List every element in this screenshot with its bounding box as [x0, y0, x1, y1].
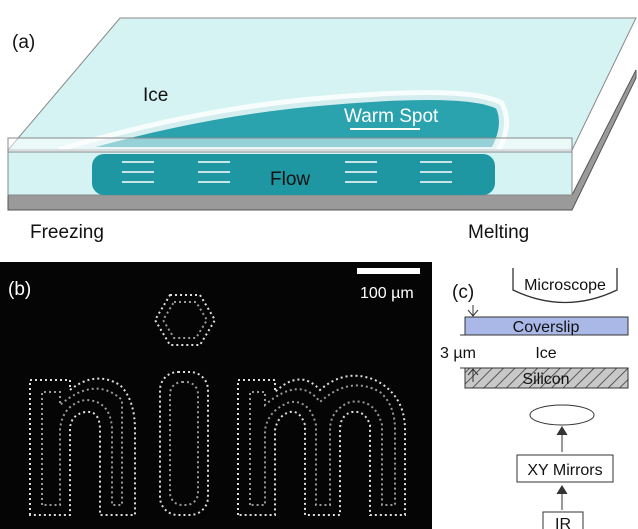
melting-label: Melting — [468, 222, 529, 243]
gap-label: 3 µm — [440, 345, 476, 362]
micrograph — [0, 262, 432, 529]
scale-bar-label: 100 µm — [360, 285, 414, 302]
panel-label: (b) — [8, 279, 31, 300]
flow-label: Flow — [270, 169, 310, 190]
panel-label: (a) — [12, 32, 35, 53]
warm-spot-label: Warm Spot — [344, 106, 439, 127]
lens — [530, 405, 594, 425]
glass-cover — [8, 138, 572, 152]
panel-c: (c) Microscope Coverslip 3 µm Ice Silico… — [440, 268, 628, 529]
silicon-label: Silicon — [522, 371, 569, 388]
microscope-label: Microscope — [524, 277, 606, 294]
gap-arrow-top — [468, 305, 478, 316]
panel-a: (a) Ice Warm Spot Flow Freezing Melting — [8, 18, 636, 243]
panel-b: (b) 100 µm — [0, 262, 432, 529]
coverslip-label: Coverslip — [513, 319, 580, 336]
laser-label: IR — [555, 516, 571, 529]
mirrors-label: XY Mirrors — [527, 462, 602, 479]
ice-label: Ice — [143, 85, 168, 106]
beam-arrow — [557, 486, 567, 510]
panel-label: (c) — [452, 282, 474, 303]
beam-arrow — [557, 427, 567, 452]
figure: (a) Ice Warm Spot Flow Freezing Melting … — [0, 0, 638, 529]
scale-bar — [357, 268, 420, 274]
freezing-label: Freezing — [30, 222, 104, 243]
ice-label: Ice — [535, 345, 556, 362]
